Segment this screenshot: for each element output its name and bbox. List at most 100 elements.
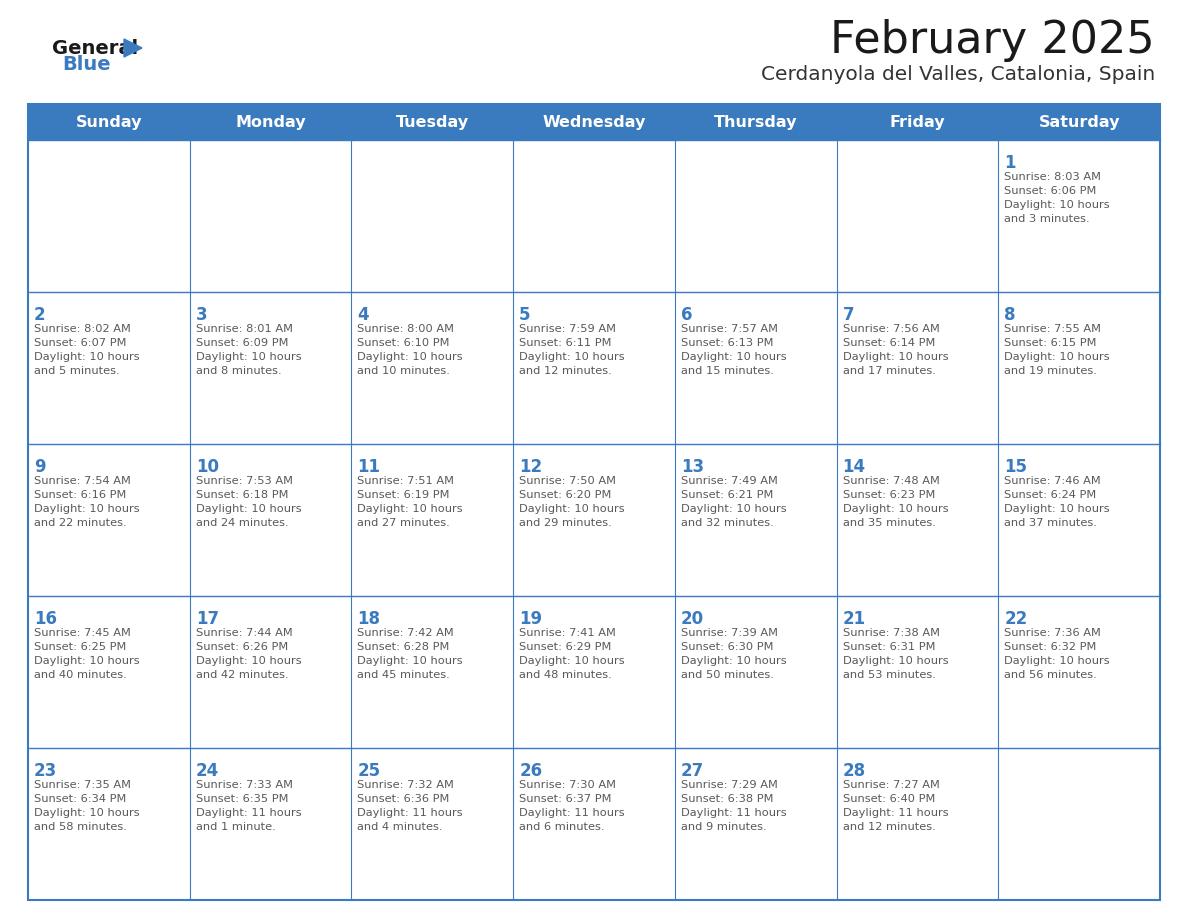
Text: and 8 minutes.: and 8 minutes. xyxy=(196,366,282,376)
Text: Daylight: 10 hours: Daylight: 10 hours xyxy=(842,504,948,514)
Text: and 37 minutes.: and 37 minutes. xyxy=(1004,518,1098,528)
Text: and 50 minutes.: and 50 minutes. xyxy=(681,670,773,680)
Text: and 4 minutes.: and 4 minutes. xyxy=(358,822,443,832)
Text: Daylight: 10 hours: Daylight: 10 hours xyxy=(519,656,625,666)
Text: Daylight: 10 hours: Daylight: 10 hours xyxy=(34,504,140,514)
Text: Daylight: 10 hours: Daylight: 10 hours xyxy=(196,504,302,514)
Text: Sunrise: 7:49 AM: Sunrise: 7:49 AM xyxy=(681,476,778,486)
Text: Sunset: 6:32 PM: Sunset: 6:32 PM xyxy=(1004,642,1097,652)
Text: and 12 minutes.: and 12 minutes. xyxy=(842,822,935,832)
Text: Sunset: 6:38 PM: Sunset: 6:38 PM xyxy=(681,794,773,804)
Text: and 19 minutes.: and 19 minutes. xyxy=(1004,366,1098,376)
Text: Sunrise: 8:01 AM: Sunrise: 8:01 AM xyxy=(196,324,292,334)
Text: Sunset: 6:21 PM: Sunset: 6:21 PM xyxy=(681,490,773,500)
Text: and 48 minutes.: and 48 minutes. xyxy=(519,670,612,680)
Text: and 6 minutes.: and 6 minutes. xyxy=(519,822,605,832)
Text: Daylight: 10 hours: Daylight: 10 hours xyxy=(1004,504,1110,514)
Text: and 1 minute.: and 1 minute. xyxy=(196,822,276,832)
Text: Sunrise: 7:51 AM: Sunrise: 7:51 AM xyxy=(358,476,455,486)
Text: Blue: Blue xyxy=(62,55,110,74)
Text: Sunset: 6:16 PM: Sunset: 6:16 PM xyxy=(34,490,126,500)
Text: Daylight: 11 hours: Daylight: 11 hours xyxy=(196,808,302,818)
Text: and 58 minutes.: and 58 minutes. xyxy=(34,822,127,832)
Text: Sunset: 6:29 PM: Sunset: 6:29 PM xyxy=(519,642,612,652)
Text: 10: 10 xyxy=(196,458,219,476)
Text: Daylight: 10 hours: Daylight: 10 hours xyxy=(519,504,625,514)
Text: 25: 25 xyxy=(358,762,380,780)
Bar xyxy=(29,596,1159,748)
Text: Daylight: 10 hours: Daylight: 10 hours xyxy=(358,504,463,514)
Text: and 24 minutes.: and 24 minutes. xyxy=(196,518,289,528)
Text: Sunset: 6:19 PM: Sunset: 6:19 PM xyxy=(358,490,450,500)
Text: and 56 minutes.: and 56 minutes. xyxy=(1004,670,1097,680)
Text: 14: 14 xyxy=(842,458,866,476)
Text: Daylight: 10 hours: Daylight: 10 hours xyxy=(1004,352,1110,362)
Text: Sunset: 6:23 PM: Sunset: 6:23 PM xyxy=(842,490,935,500)
Text: Thursday: Thursday xyxy=(714,115,797,129)
Text: 22: 22 xyxy=(1004,610,1028,628)
Text: 19: 19 xyxy=(519,610,542,628)
Text: and 17 minutes.: and 17 minutes. xyxy=(842,366,935,376)
Text: Sunrise: 7:44 AM: Sunrise: 7:44 AM xyxy=(196,628,292,638)
Text: Daylight: 10 hours: Daylight: 10 hours xyxy=(1004,656,1110,666)
Text: Daylight: 10 hours: Daylight: 10 hours xyxy=(34,808,140,818)
Text: and 3 minutes.: and 3 minutes. xyxy=(1004,214,1089,224)
Text: Daylight: 10 hours: Daylight: 10 hours xyxy=(34,352,140,362)
Text: Sunday: Sunday xyxy=(76,115,143,129)
Bar xyxy=(29,104,1159,140)
Text: 20: 20 xyxy=(681,610,704,628)
Text: Sunset: 6:35 PM: Sunset: 6:35 PM xyxy=(196,794,289,804)
Text: Daylight: 11 hours: Daylight: 11 hours xyxy=(681,808,786,818)
Text: Sunset: 6:20 PM: Sunset: 6:20 PM xyxy=(519,490,612,500)
Bar xyxy=(29,444,1159,596)
Text: Sunrise: 7:39 AM: Sunrise: 7:39 AM xyxy=(681,628,778,638)
Text: 15: 15 xyxy=(1004,458,1028,476)
Text: Monday: Monday xyxy=(235,115,305,129)
Text: Sunset: 6:09 PM: Sunset: 6:09 PM xyxy=(196,338,289,348)
Text: and 32 minutes.: and 32 minutes. xyxy=(681,518,773,528)
Text: Daylight: 10 hours: Daylight: 10 hours xyxy=(358,352,463,362)
Text: Sunrise: 7:36 AM: Sunrise: 7:36 AM xyxy=(1004,628,1101,638)
Text: Sunrise: 8:03 AM: Sunrise: 8:03 AM xyxy=(1004,172,1101,182)
Text: Sunset: 6:30 PM: Sunset: 6:30 PM xyxy=(681,642,773,652)
Text: Sunset: 6:18 PM: Sunset: 6:18 PM xyxy=(196,490,289,500)
Text: Sunrise: 8:02 AM: Sunrise: 8:02 AM xyxy=(34,324,131,334)
Text: and 22 minutes.: and 22 minutes. xyxy=(34,518,127,528)
Text: 27: 27 xyxy=(681,762,704,780)
Text: Sunset: 6:25 PM: Sunset: 6:25 PM xyxy=(34,642,126,652)
Text: 21: 21 xyxy=(842,610,866,628)
Text: Daylight: 10 hours: Daylight: 10 hours xyxy=(519,352,625,362)
Text: 4: 4 xyxy=(358,306,369,324)
Text: Sunrise: 7:59 AM: Sunrise: 7:59 AM xyxy=(519,324,617,334)
Text: Sunset: 6:07 PM: Sunset: 6:07 PM xyxy=(34,338,126,348)
Text: and 29 minutes.: and 29 minutes. xyxy=(519,518,612,528)
Text: and 40 minutes.: and 40 minutes. xyxy=(34,670,127,680)
Text: Sunrise: 7:35 AM: Sunrise: 7:35 AM xyxy=(34,780,131,790)
Text: and 45 minutes.: and 45 minutes. xyxy=(358,670,450,680)
Text: Sunset: 6:31 PM: Sunset: 6:31 PM xyxy=(842,642,935,652)
Text: and 12 minutes.: and 12 minutes. xyxy=(519,366,612,376)
Text: Daylight: 10 hours: Daylight: 10 hours xyxy=(681,352,786,362)
Text: Sunrise: 7:32 AM: Sunrise: 7:32 AM xyxy=(358,780,454,790)
Text: Sunset: 6:15 PM: Sunset: 6:15 PM xyxy=(1004,338,1097,348)
Text: Daylight: 10 hours: Daylight: 10 hours xyxy=(196,656,302,666)
Text: and 27 minutes.: and 27 minutes. xyxy=(358,518,450,528)
Text: 7: 7 xyxy=(842,306,854,324)
Bar xyxy=(29,292,1159,444)
Text: Sunrise: 8:00 AM: Sunrise: 8:00 AM xyxy=(358,324,455,334)
Text: Daylight: 10 hours: Daylight: 10 hours xyxy=(681,504,786,514)
Text: 23: 23 xyxy=(34,762,57,780)
Text: 5: 5 xyxy=(519,306,531,324)
Text: Sunrise: 7:55 AM: Sunrise: 7:55 AM xyxy=(1004,324,1101,334)
Text: Daylight: 10 hours: Daylight: 10 hours xyxy=(1004,200,1110,210)
Text: Daylight: 10 hours: Daylight: 10 hours xyxy=(358,656,463,666)
Text: Cerdanyola del Valles, Catalonia, Spain: Cerdanyola del Valles, Catalonia, Spain xyxy=(760,65,1155,84)
Text: Sunset: 6:37 PM: Sunset: 6:37 PM xyxy=(519,794,612,804)
Text: Sunset: 6:13 PM: Sunset: 6:13 PM xyxy=(681,338,773,348)
Text: 18: 18 xyxy=(358,610,380,628)
Text: Daylight: 10 hours: Daylight: 10 hours xyxy=(196,352,302,362)
Text: Sunrise: 7:53 AM: Sunrise: 7:53 AM xyxy=(196,476,292,486)
Text: Sunset: 6:40 PM: Sunset: 6:40 PM xyxy=(842,794,935,804)
Text: Sunrise: 7:48 AM: Sunrise: 7:48 AM xyxy=(842,476,940,486)
Text: Sunrise: 7:46 AM: Sunrise: 7:46 AM xyxy=(1004,476,1101,486)
